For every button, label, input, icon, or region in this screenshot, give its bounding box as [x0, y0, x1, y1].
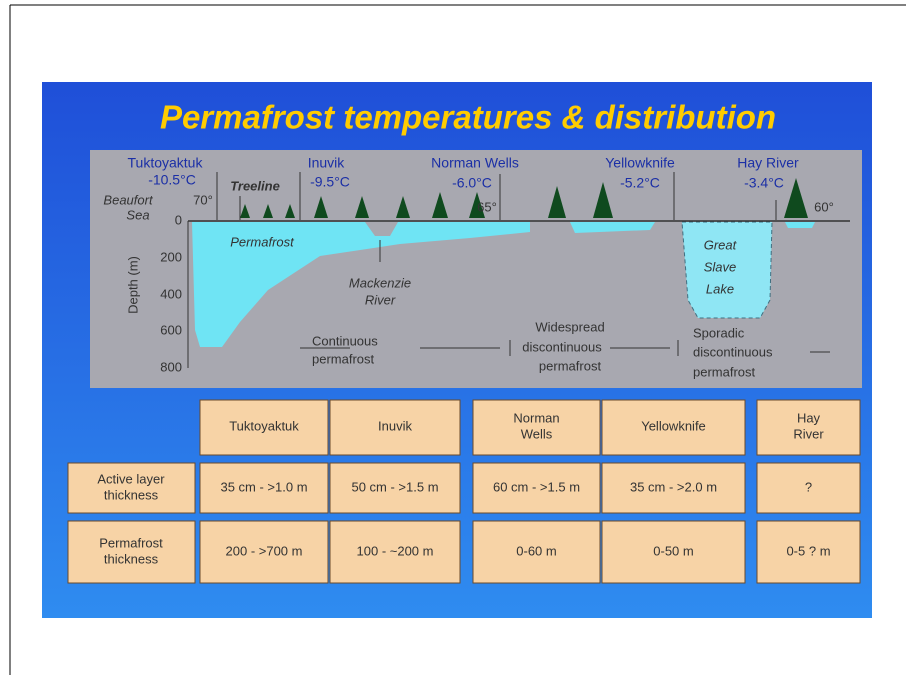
station-temp: -6.0°C	[452, 175, 492, 191]
depth-tick: 400	[160, 286, 182, 301]
header-cell	[601, 399, 746, 456]
station-temp: -9.5°C	[310, 174, 350, 190]
cell-text: Tuktoyaktuk	[229, 418, 299, 433]
data-cell	[199, 520, 329, 584]
cell-text: 60 cm - >1.5 m	[493, 479, 580, 494]
header-cell	[329, 399, 461, 456]
cell-text: 100 - ~200 m	[357, 543, 434, 558]
treeline-label: Treeline	[230, 178, 280, 193]
cell-text: thickness	[104, 487, 159, 502]
zone-label: permafrost	[539, 358, 602, 373]
data-cell	[472, 520, 601, 584]
depth-tick: 600	[160, 322, 182, 337]
latitude-label: 70°	[193, 192, 213, 207]
cell-text: Active layer	[97, 471, 165, 486]
depth-tick: 800	[160, 359, 182, 374]
station-name: Yellowknife	[605, 155, 675, 171]
cell-text: 200 - >700 m	[226, 543, 303, 558]
data-cell	[601, 462, 746, 514]
permafrost-area	[192, 222, 530, 347]
depth-tick: 0	[175, 212, 182, 227]
lake-area	[681, 221, 773, 319]
row-label-cell	[67, 520, 196, 584]
title: Permafrost temperatures & distribution	[160, 99, 776, 136]
zone-label: Widespread	[535, 319, 604, 334]
cell-text: Yellowknife	[641, 418, 706, 433]
depth-axis-label: Depth (m)	[125, 256, 140, 314]
zone-label: Sporadic	[693, 325, 745, 340]
river-label: River	[365, 292, 396, 307]
station-name: Inuvik	[308, 155, 346, 171]
permafrost-area	[570, 222, 655, 233]
station-name: Hay River	[737, 155, 799, 171]
header-cell	[472, 399, 601, 456]
cell-text: 0-60 m	[516, 543, 556, 558]
station-temp: -5.2°C	[620, 175, 660, 191]
station-name: Tuktoyaktuk	[128, 155, 204, 171]
lake-label: Lake	[706, 281, 734, 296]
latitude-label: 65°	[477, 199, 497, 214]
data-cell	[756, 520, 861, 584]
permafrost-label: Permafrost	[230, 234, 295, 249]
depth-tick: 200	[160, 249, 182, 264]
row-label-cell	[67, 462, 196, 514]
cell-text: 0-50 m	[653, 543, 693, 558]
cell-text: Norman	[513, 410, 559, 425]
data-cell	[472, 462, 601, 514]
cell-text: Wells	[521, 426, 553, 441]
sea-label: Sea	[126, 207, 149, 222]
header-cell	[199, 399, 329, 456]
cell-text: ?	[805, 479, 812, 494]
header-cell	[756, 399, 861, 456]
cell-text: Inuvik	[378, 418, 412, 433]
data-cell	[329, 462, 461, 514]
station-temp: -10.5°C	[148, 172, 196, 188]
data-cell	[756, 462, 861, 514]
cell-text: thickness	[104, 551, 159, 566]
latitude-label: 60°	[814, 199, 834, 214]
data-cell	[199, 462, 329, 514]
lake-label: Great	[704, 237, 738, 252]
trees	[240, 178, 808, 218]
cell-text: Hay	[797, 410, 821, 425]
cell-text: Permafrost	[99, 535, 163, 550]
zone-label: permafrost	[693, 364, 756, 379]
cell-text: 35 cm - >2.0 m	[630, 479, 717, 494]
cell-text: 50 cm - >1.5 m	[351, 479, 438, 494]
zone-label: discontinuous	[522, 339, 602, 354]
station-markers	[216, 172, 830, 356]
river-label: Mackenzie	[349, 275, 411, 290]
zone-label: permafrost	[312, 351, 375, 366]
zone-label: discontinuous	[693, 344, 773, 359]
cell-text: 35 cm - >1.0 m	[220, 479, 307, 494]
zone-label: Continuous	[312, 333, 378, 348]
cell-text: 0-5 ? m	[786, 543, 830, 558]
station-name: Norman Wells	[431, 155, 519, 171]
data-cell	[329, 520, 461, 584]
diagram: Tuktoyaktuk -10.5°C Inuvik -9.5°C Norman…	[90, 150, 862, 388]
cell-text: River	[793, 426, 824, 441]
lake-label: Slave	[704, 259, 737, 274]
permafrost-area	[785, 222, 815, 228]
sea-label: Beaufort	[103, 192, 154, 207]
data-cell	[601, 520, 746, 584]
station-temp: -3.4°C	[744, 175, 784, 191]
